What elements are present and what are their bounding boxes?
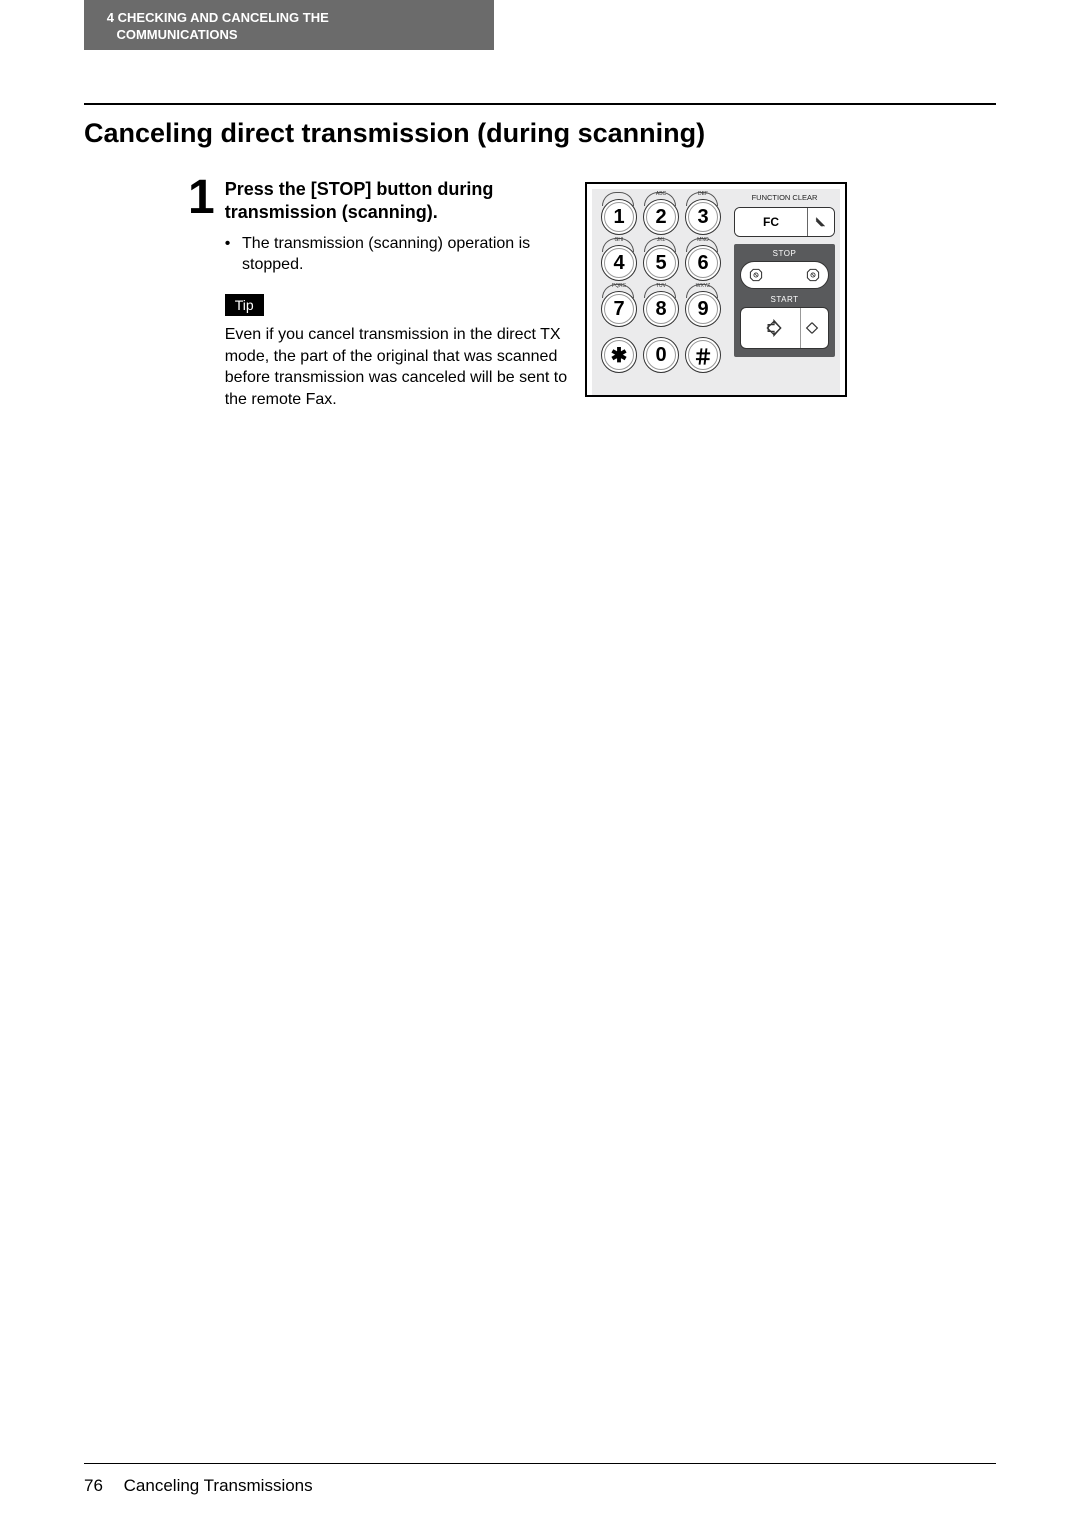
- stop-label: STOP: [740, 249, 829, 258]
- chapter-title-line1: CHECKING AND CANCELING THE: [118, 10, 329, 25]
- step-number: 1: [188, 176, 215, 219]
- key-star[interactable]: ✱: [601, 337, 637, 373]
- tip-label: Tip: [225, 294, 264, 316]
- control-panel-figure: 1 ABC2 DEF3 GHI4 JKL5 MNO6 PQRS7 TUV8 WX…: [585, 182, 847, 397]
- start-icon-main: [747, 318, 800, 338]
- function-column: FUNCTION CLEAR FC STOP START: [730, 189, 840, 397]
- tip-text: Even if you cancel transmission in the d…: [225, 324, 583, 410]
- key-7[interactable]: 7: [601, 291, 637, 327]
- fc-label: FC: [735, 208, 808, 236]
- start-button[interactable]: [740, 307, 829, 349]
- stop-start-pad: STOP START: [734, 244, 835, 357]
- key-9[interactable]: 9: [685, 291, 721, 327]
- step-bullet: • The transmission (scanning) operation …: [225, 233, 583, 276]
- key-5[interactable]: 5: [643, 245, 679, 281]
- bullet-dot: •: [225, 233, 242, 276]
- stop-icon-left: [749, 268, 763, 282]
- footer-title: Canceling Transmissions: [124, 1476, 313, 1495]
- start-icon-side: [800, 308, 822, 348]
- stop-icon-right: [806, 268, 820, 282]
- key-4[interactable]: 4: [601, 245, 637, 281]
- function-clear-label: FUNCTION CLEAR: [734, 193, 835, 202]
- key-hash[interactable]: ＃: [685, 337, 721, 373]
- key-1[interactable]: 1: [601, 199, 637, 235]
- bullet-text: The transmission (scanning) operation is…: [242, 233, 583, 276]
- numeric-keypad: 1 ABC2 DEF3 GHI4 JKL5 MNO6 PQRS7 TUV8 WX…: [592, 189, 730, 397]
- clear-icon: [808, 208, 834, 236]
- function-clear-button[interactable]: FC: [734, 207, 835, 237]
- key-3[interactable]: 3: [685, 199, 721, 235]
- chapter-title-line2: COMMUNICATIONS: [116, 27, 237, 42]
- horizontal-rule-bottom: [84, 1463, 996, 1464]
- step-heading: Press the [STOP] button during transmiss…: [225, 178, 583, 225]
- key-8[interactable]: 8: [643, 291, 679, 327]
- page-footer: 76 Canceling Transmissions: [84, 1476, 313, 1496]
- chapter-number: 4: [102, 10, 114, 27]
- chapter-header: 4 CHECKING AND CANCELING THE COMMUNICATI…: [84, 0, 494, 50]
- stop-button[interactable]: [740, 261, 829, 289]
- step-body: Press the [STOP] button during transmiss…: [225, 178, 583, 410]
- key-6[interactable]: 6: [685, 245, 721, 281]
- panel-inner: 1 ABC2 DEF3 GHI4 JKL5 MNO6 PQRS7 TUV8 WX…: [592, 189, 840, 397]
- page-number: 76: [84, 1476, 103, 1495]
- key-0[interactable]: 0: [643, 337, 679, 373]
- start-label: START: [740, 295, 829, 304]
- key-2[interactable]: 2: [643, 199, 679, 235]
- horizontal-rule-top: [84, 103, 996, 105]
- section-title: Canceling direct transmission (during sc…: [84, 118, 705, 149]
